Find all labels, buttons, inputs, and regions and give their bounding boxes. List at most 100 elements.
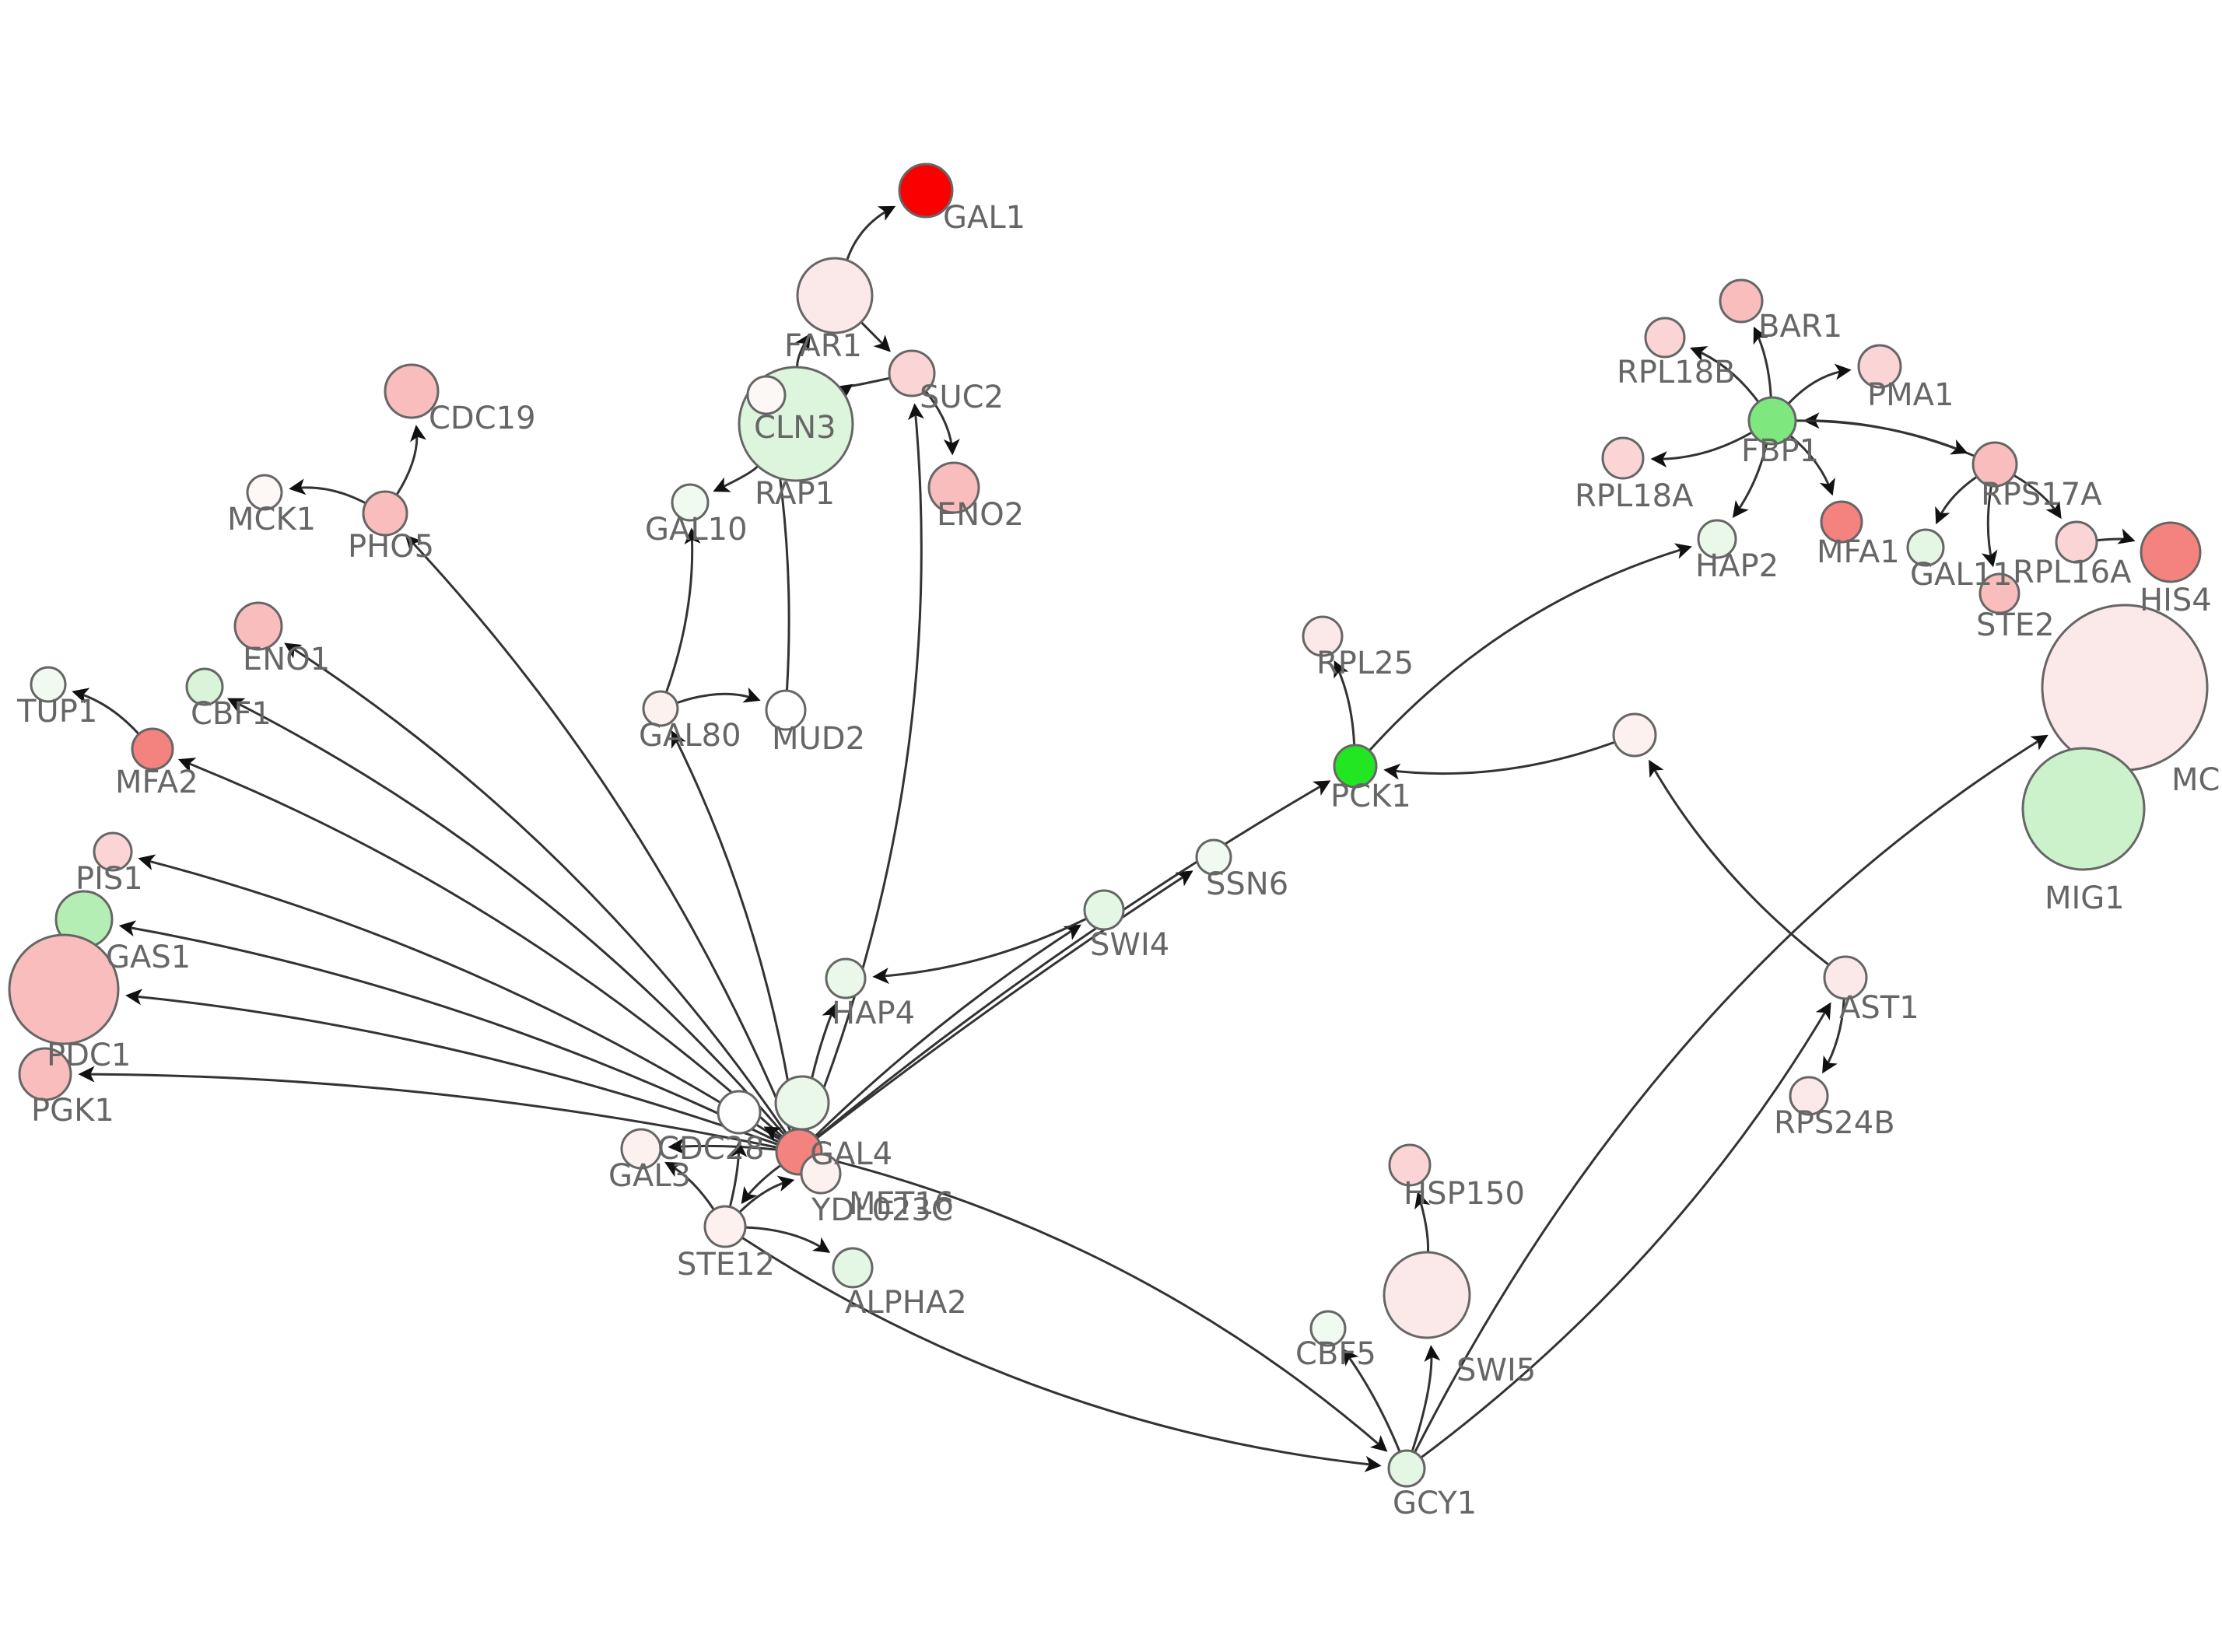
node-pis1[interactable] (93, 831, 133, 872)
node-eno1[interactable] (233, 601, 283, 651)
node-mfa1[interactable] (1820, 500, 1863, 544)
node-label-ydl023c: YDL023C (811, 1192, 953, 1228)
edge-gal4-to-eno1 (284, 642, 787, 1134)
node-mig1[interactable] (2021, 747, 2146, 871)
node-fbp1[interactable] (1747, 396, 1797, 446)
node-unlabeled1[interactable] (1612, 712, 1657, 758)
edge-pho5-to-mck1 (289, 478, 366, 504)
edge-gal80-to-mud2 (677, 687, 761, 704)
node-label-alpha2: ALPHA2 (845, 1285, 967, 1321)
node-ast1[interactable] (1823, 955, 1868, 1000)
edge-rpl16a-to-his4 (2097, 528, 2136, 544)
node-rpl16a[interactable] (2055, 520, 2098, 564)
node-cdc19[interactable] (384, 363, 440, 419)
node-label-hsp150: HSP150 (1404, 1176, 1525, 1212)
node-label-hap2: HAP2 (1695, 548, 1779, 584)
edge-ste12-to-gal3 (664, 1161, 715, 1210)
node-rps24b[interactable] (1789, 1076, 1829, 1116)
node-label-fbp1: FBP1 (1741, 433, 1819, 469)
node-mck1[interactable] (246, 474, 283, 511)
node-label-rap1: RAP1 (755, 476, 835, 512)
node-cdc28[interactable] (717, 1090, 762, 1135)
node-tup1[interactable] (30, 666, 67, 703)
node-label-eno2: ENO2 (937, 497, 1024, 533)
edge-gcy1-to-cbf5 (1342, 1348, 1401, 1452)
node-his4[interactable] (2140, 521, 2202, 583)
node-swi5[interactable] (1383, 1251, 1471, 1339)
edge-gal4-to-mfa2 (177, 758, 783, 1138)
node-label-hap4: HAP4 (832, 996, 915, 1031)
edge-fbp1-to-bar1 (1753, 326, 1772, 397)
edge-cln3-to-gal10 (713, 465, 759, 492)
node-swi4[interactable] (1083, 889, 1125, 931)
node-label-gal1: GAL1 (943, 200, 1025, 236)
node-ydl023c[interactable] (800, 1153, 842, 1195)
edge-pck1-to-hap2 (1369, 543, 1692, 751)
edge-swi4-to-hap4 (872, 918, 1087, 985)
node-label-pho5: PHO5 (348, 529, 434, 565)
node-ste2[interactable] (1978, 572, 2020, 614)
edge-gal4-to-cdc28 (763, 1126, 783, 1142)
node-cbf1[interactable] (185, 667, 224, 706)
node-met16[interactable] (774, 1075, 830, 1131)
edge-gal4-to-ssn6 (816, 870, 1193, 1139)
edge-gal4-to-ste12 (741, 1164, 781, 1205)
node-hap4[interactable] (825, 957, 867, 999)
node-pdc1[interactable] (8, 933, 120, 1045)
node-rpl18a[interactable] (1601, 436, 1645, 480)
node-label-eno1: ENO1 (243, 642, 330, 677)
node-gal1[interactable] (898, 163, 954, 219)
node-hsp150[interactable] (1388, 1143, 1432, 1187)
node-label-ssn6: SSN6 (1206, 866, 1288, 902)
edge-far1-to-gal1 (846, 205, 896, 261)
node-label-gal11: GAL11 (1910, 557, 2013, 593)
node-far1[interactable] (796, 257, 874, 334)
node-suc2[interactable] (888, 349, 936, 397)
edge-gal4-to-gal80 (671, 730, 797, 1129)
edge-ste12-to-alpha2 (745, 1226, 831, 1253)
node-mcm1[interactable] (2041, 604, 2209, 772)
node-label-pck1: PCK1 (1330, 779, 1411, 814)
node-pho5[interactable] (362, 490, 408, 537)
edge-layer (72, 205, 2136, 1472)
node-label-gal10: GAL10 (645, 512, 748, 548)
edge-gal4-to-pho5 (405, 534, 791, 1131)
node-pgk1[interactable] (18, 1047, 72, 1101)
node-gal11[interactable] (1906, 528, 1945, 567)
node-rps17a[interactable] (1971, 441, 2018, 488)
node-gal10[interactable] (671, 483, 710, 522)
node-label-cdc19: CDC19 (429, 401, 536, 436)
node-label-mfa1: MFA1 (1817, 534, 1900, 570)
edge-gal4-to-gal3 (668, 1138, 776, 1155)
node-gcy1[interactable] (1387, 1449, 1426, 1488)
node-ssn6[interactable] (1195, 838, 1232, 876)
node-mfa2[interactable] (131, 727, 174, 771)
node-cbf5[interactable] (1309, 1310, 1347, 1347)
edge-gal4-to-swi4 (815, 924, 1081, 1137)
node-alpha2[interactable] (832, 1247, 874, 1289)
edge-gal80-to-gal10 (665, 527, 701, 692)
node-rpl25[interactable] (1302, 615, 1344, 657)
edge-ast1-to-rps24b (1822, 999, 1845, 1074)
node-pck1[interactable] (1333, 744, 1378, 789)
edge-fbp1-to-rpl18a (1650, 431, 1752, 468)
edge-gcy1-to-mcm1 (1414, 734, 2049, 1453)
edge-gal4-to-pgk1 (78, 1066, 776, 1149)
node-label-his4: HIS4 (2140, 583, 2212, 618)
node-eno2[interactable] (927, 461, 980, 514)
node-label-pis1: PIS1 (75, 861, 143, 897)
node-rpl18b[interactable] (1644, 317, 1686, 359)
node-ste12[interactable] (703, 1205, 747, 1248)
node-gal80[interactable] (642, 690, 679, 727)
node-bar1[interactable] (1719, 278, 1764, 324)
node-pma1[interactable] (1857, 344, 1902, 389)
node-rap1[interactable] (746, 375, 787, 415)
node-label-mck1: MCK1 (227, 502, 316, 537)
node-mud2[interactable] (765, 689, 807, 731)
node-gal3[interactable] (620, 1128, 662, 1170)
node-hap2[interactable] (1697, 519, 1737, 559)
edge-ste12-to-ydl023c (739, 1175, 795, 1213)
